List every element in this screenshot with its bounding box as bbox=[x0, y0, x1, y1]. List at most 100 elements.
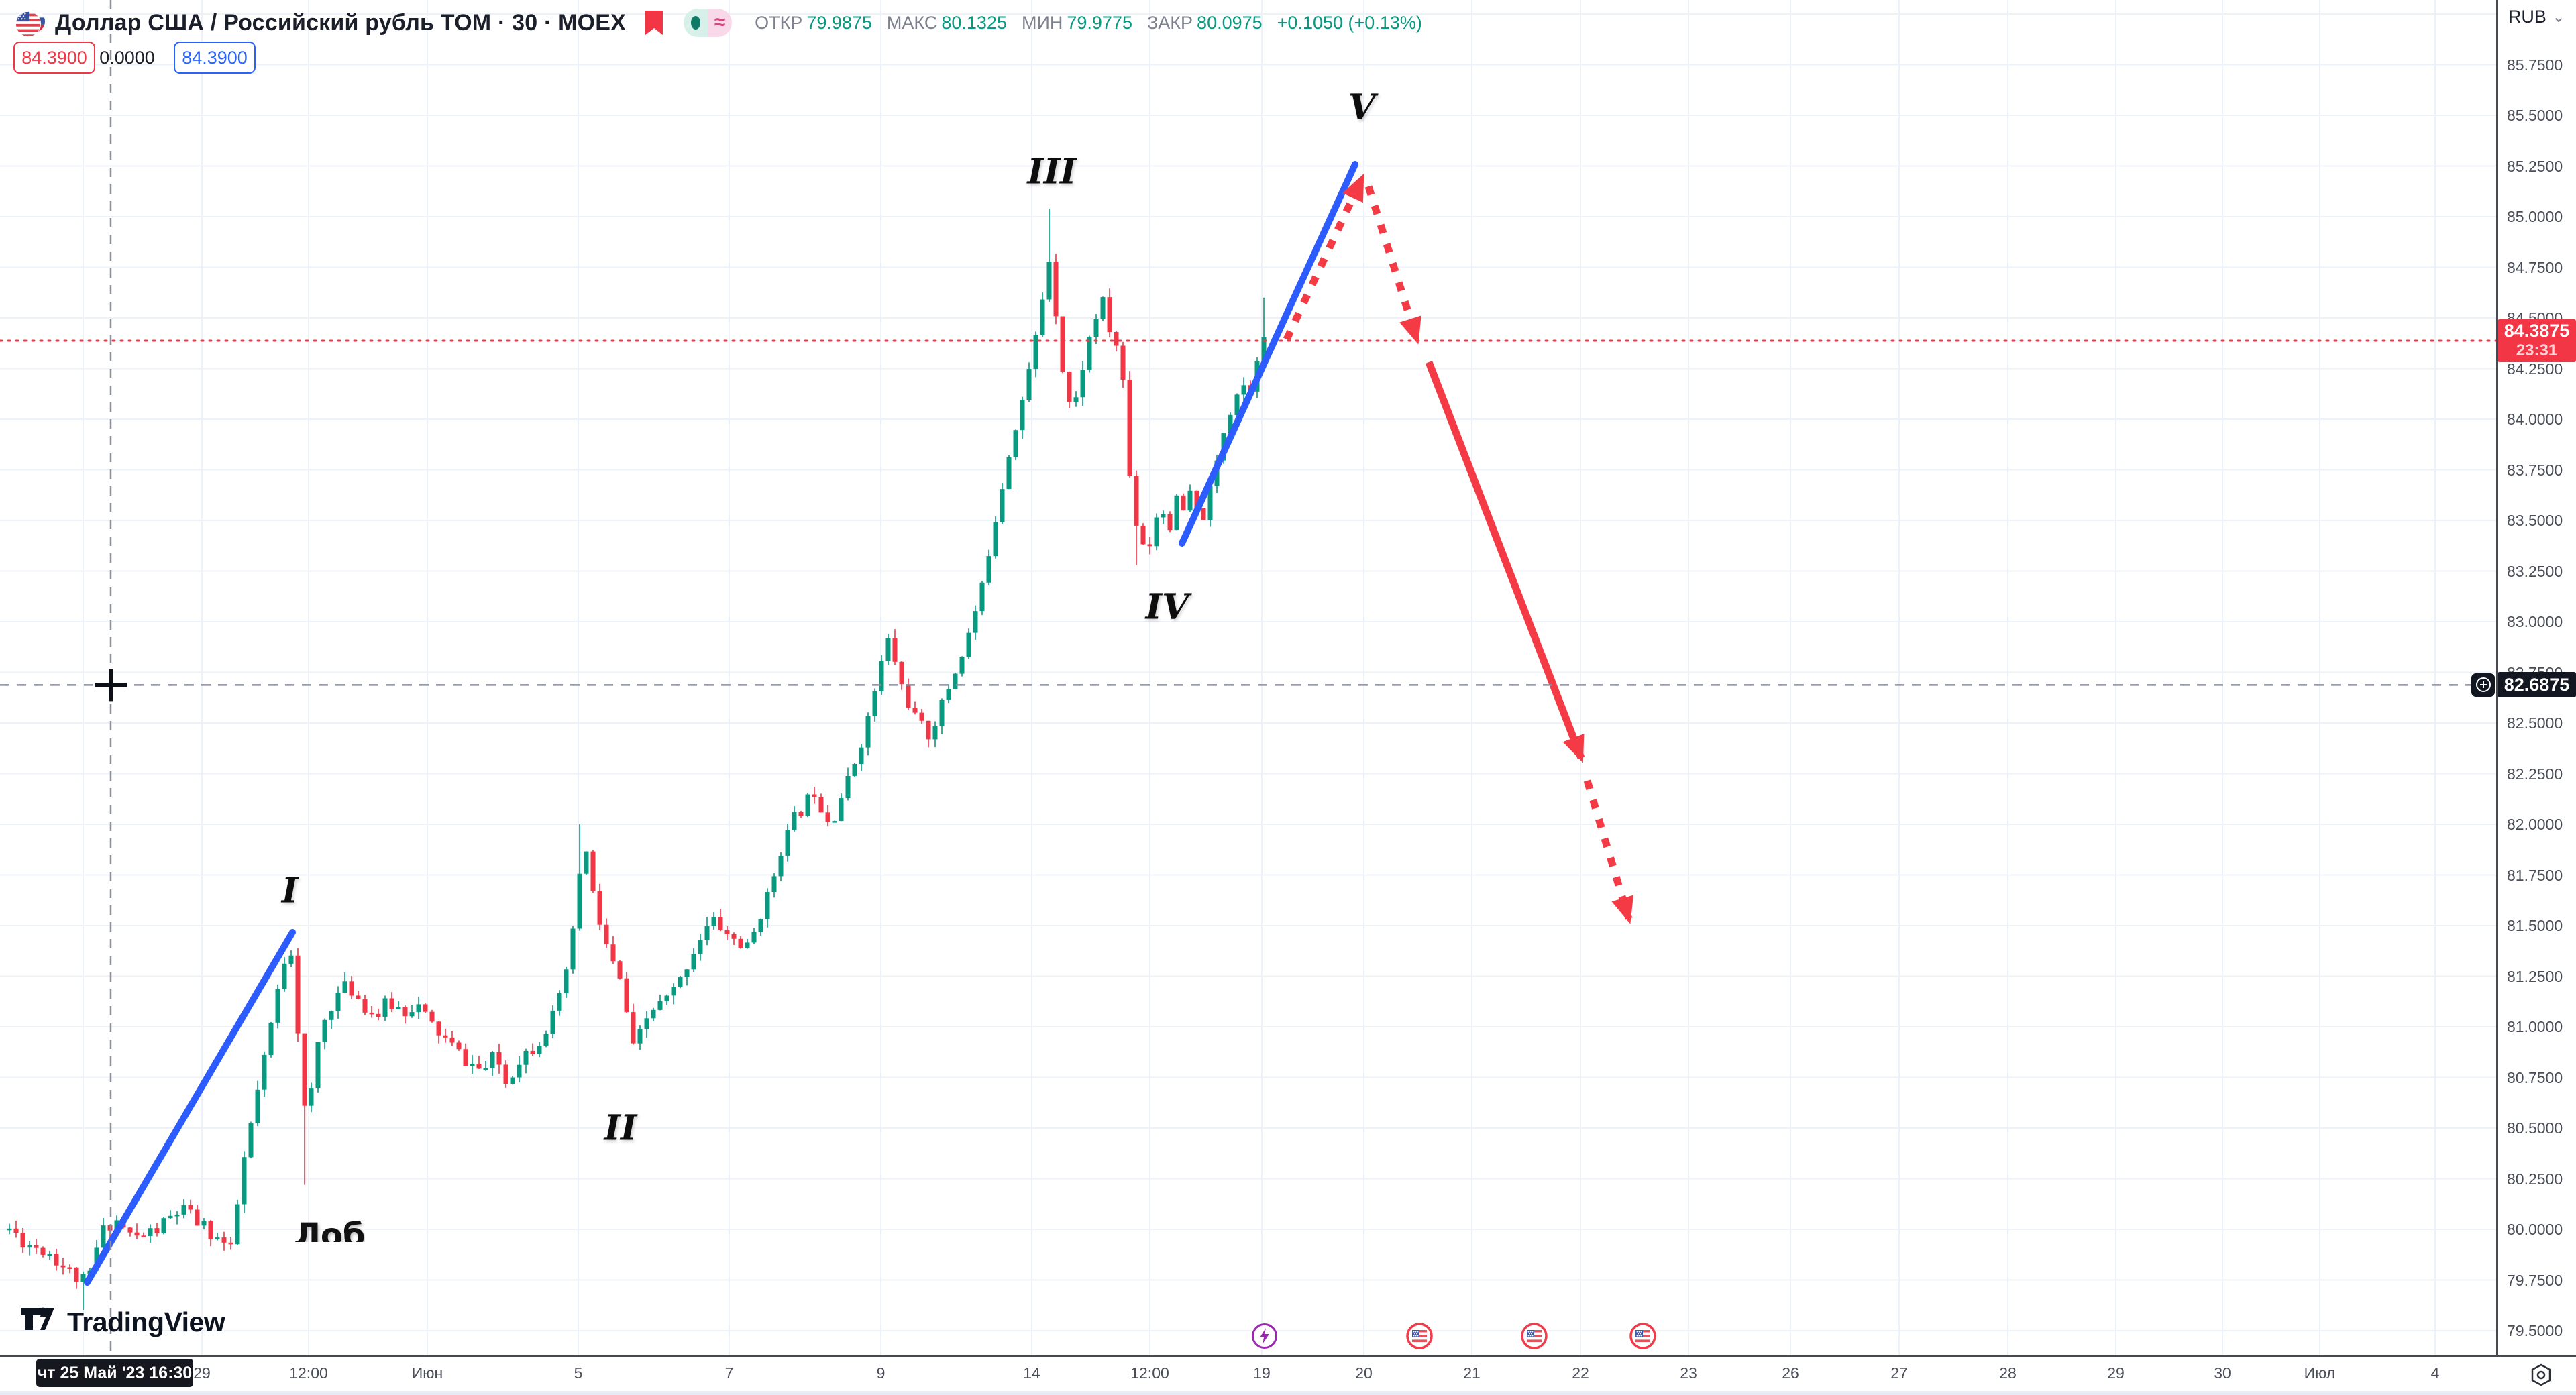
time-axis-label: 12:00 bbox=[289, 1364, 328, 1382]
tradingview-logo-text: TradingView bbox=[67, 1306, 225, 1337]
time-axis-label: 20 bbox=[1355, 1364, 1373, 1382]
time-axis-label: 9 bbox=[876, 1364, 885, 1382]
time-axis-border bbox=[0, 1355, 2576, 1357]
open-value: 79.9875 bbox=[806, 12, 872, 33]
tradingview-mark-icon bbox=[21, 1307, 54, 1330]
elliott-wave-label-v[interactable]: V bbox=[1348, 87, 1376, 128]
time-axis-label: 22 bbox=[1572, 1364, 1589, 1382]
elliott-wave-label-ii[interactable]: II bbox=[604, 1107, 637, 1149]
time-axis-label: 28 bbox=[1999, 1364, 2017, 1382]
axis-settings-icon[interactable] bbox=[2528, 1361, 2555, 1388]
price-axis-label: 80.0000 bbox=[2507, 1221, 2563, 1239]
chevron-down-icon: ⌄ bbox=[2551, 8, 2566, 26]
price-axis-label: 84.7500 bbox=[2507, 258, 2563, 276]
close-label: ЗАКР bbox=[1146, 12, 1193, 33]
current-price-label: 84.3875 23:31 bbox=[2498, 319, 2576, 362]
plus-cursor-icon bbox=[95, 669, 127, 702]
projection-down-solid[interactable] bbox=[1425, 361, 1585, 763]
currency-label: RUB bbox=[2508, 7, 2546, 27]
current-price-value: 84.3875 bbox=[2504, 321, 2570, 341]
price-axis-label: 84.2500 bbox=[2507, 359, 2563, 378]
price-axis-label: 80.7500 bbox=[2507, 1068, 2563, 1086]
price-axis-label: 83.7500 bbox=[2507, 461, 2563, 479]
scrollbar-strip bbox=[0, 1391, 2576, 1395]
add-alert-plus-icon[interactable] bbox=[2471, 673, 2495, 697]
price-axis-label: 82.2500 bbox=[2507, 765, 2563, 783]
projection-up-dotted[interactable] bbox=[1283, 173, 1365, 341]
chart-canvas[interactable] bbox=[0, 0, 2498, 1356]
price-axis-label: 79.7500 bbox=[2507, 1271, 2563, 1289]
time-axis[interactable]: чт 25 Май '23 16:30 29 12:00 Июн 5 7 9 14 12:00… bbox=[0, 1357, 2576, 1395]
clipped-text-annotation[interactable]: Лоб bbox=[294, 1217, 366, 1242]
price-axis-label: 81.5000 bbox=[2507, 917, 2563, 935]
lightning-event-icon[interactable] bbox=[1251, 1323, 1278, 1353]
high-label: МАКС bbox=[886, 12, 938, 33]
ohlc-values: ОТКР 79.9875 МАКС 80.1325 МИН 79.9775 ЗАКР 8… bbox=[755, 13, 1422, 34]
price-axis-label: 79.5000 bbox=[2507, 1322, 2563, 1340]
price-axis-label: 84.0000 bbox=[2507, 410, 2563, 429]
time-axis-label: 14 bbox=[1023, 1364, 1040, 1382]
tradingview-logo[interactable]: TradingView bbox=[20, 1306, 225, 1338]
price-axis-label: 83.0000 bbox=[2507, 613, 2563, 631]
elliott-wave-label-iv[interactable]: IV bbox=[1145, 586, 1189, 628]
indicator-toggle-pill[interactable]: ≈ bbox=[684, 9, 733, 37]
time-axis-label: 26 bbox=[1782, 1364, 1799, 1382]
high-value: 80.1325 bbox=[941, 12, 1007, 33]
flag-icon[interactable] bbox=[643, 9, 665, 36]
order-panel: 84.3900 0.0000 84.3900 bbox=[13, 42, 256, 74]
projection-down-dotted-2[interactable] bbox=[1583, 779, 1634, 924]
time-axis-label: 19 bbox=[1253, 1364, 1271, 1382]
time-axis-label: 29 bbox=[193, 1364, 211, 1382]
time-axis-label: 27 bbox=[1890, 1364, 1908, 1382]
price-axis-label: 81.0000 bbox=[2507, 1018, 2563, 1036]
price-axis-label: 85.7500 bbox=[2507, 56, 2563, 74]
low-label: МИН bbox=[1021, 12, 1063, 33]
crosshair-date-label: чт 25 Май '23 16:30 bbox=[36, 1359, 193, 1387]
currency-dropdown[interactable]: RUB ⌄ bbox=[2498, 7, 2576, 27]
time-axis-label: 5 bbox=[574, 1364, 583, 1382]
elliott-wave-label-iii[interactable]: III bbox=[1027, 151, 1077, 192]
price-axis-label: 83.5000 bbox=[2507, 512, 2563, 530]
price-axis-label: 85.0000 bbox=[2507, 208, 2563, 226]
price-axis-label: 81.7500 bbox=[2507, 866, 2563, 884]
change-value: +0.1050 (+0.13%) bbox=[1277, 12, 1422, 33]
time-axis-label: 7 bbox=[724, 1364, 734, 1382]
dot-toggle-icon bbox=[684, 9, 708, 37]
wave-5-line[interactable] bbox=[1179, 161, 1358, 547]
us-flag-event-icon[interactable] bbox=[1629, 1323, 1656, 1353]
price-axis-label: 80.2500 bbox=[2507, 1170, 2563, 1188]
price-axis-label: 85.2500 bbox=[2507, 157, 2563, 175]
price-axis-label: 80.5000 bbox=[2507, 1119, 2563, 1137]
price-axis-label: 82.0000 bbox=[2507, 816, 2563, 834]
symbol-header: Доллар США / Российский рубль TOM · 30 ·… bbox=[15, 7, 1422, 39]
sell-button[interactable]: 84.3900 bbox=[13, 42, 95, 74]
symbol-title[interactable]: Доллар США / Российский рубль TOM · 30 ·… bbox=[55, 9, 627, 36]
us-flag-event-icon[interactable] bbox=[1521, 1323, 1548, 1353]
projection-down-dotted-1[interactable] bbox=[1364, 185, 1421, 345]
close-value: 80.0975 bbox=[1197, 12, 1263, 33]
elliott-wave-label-i[interactable]: I bbox=[281, 870, 299, 911]
buy-button[interactable]: 84.3900 bbox=[174, 42, 256, 74]
time-axis-label: Июн bbox=[411, 1364, 443, 1382]
open-label: ОТКР bbox=[755, 12, 803, 33]
time-axis-label: 12:00 bbox=[1130, 1364, 1169, 1382]
candlestick-series bbox=[7, 208, 1267, 1310]
price-axis-border bbox=[2496, 0, 2498, 1356]
price-axis-label: 81.2500 bbox=[2507, 967, 2563, 985]
wave-1-line[interactable] bbox=[84, 929, 296, 1286]
bar-countdown: 23:31 bbox=[2516, 341, 2558, 359]
time-axis-label: 21 bbox=[1463, 1364, 1481, 1382]
spread-value: 0.0000 bbox=[99, 47, 155, 68]
time-axis-label: Июл bbox=[2304, 1364, 2336, 1382]
price-axis-label: 82.5000 bbox=[2507, 714, 2563, 732]
crosshair-price-label: 82.6875 bbox=[2498, 672, 2576, 698]
crosshair bbox=[0, 0, 2498, 1356]
time-axis-label: 4 bbox=[2430, 1364, 2440, 1382]
time-axis-label: 23 bbox=[1680, 1364, 1697, 1382]
us-flag-event-icon[interactable] bbox=[1406, 1323, 1433, 1353]
price-axis-label: 85.5000 bbox=[2507, 107, 2563, 125]
low-value: 79.9775 bbox=[1067, 12, 1132, 33]
price-axis-label: 83.2500 bbox=[2507, 562, 2563, 580]
grid bbox=[0, 0, 2498, 1356]
